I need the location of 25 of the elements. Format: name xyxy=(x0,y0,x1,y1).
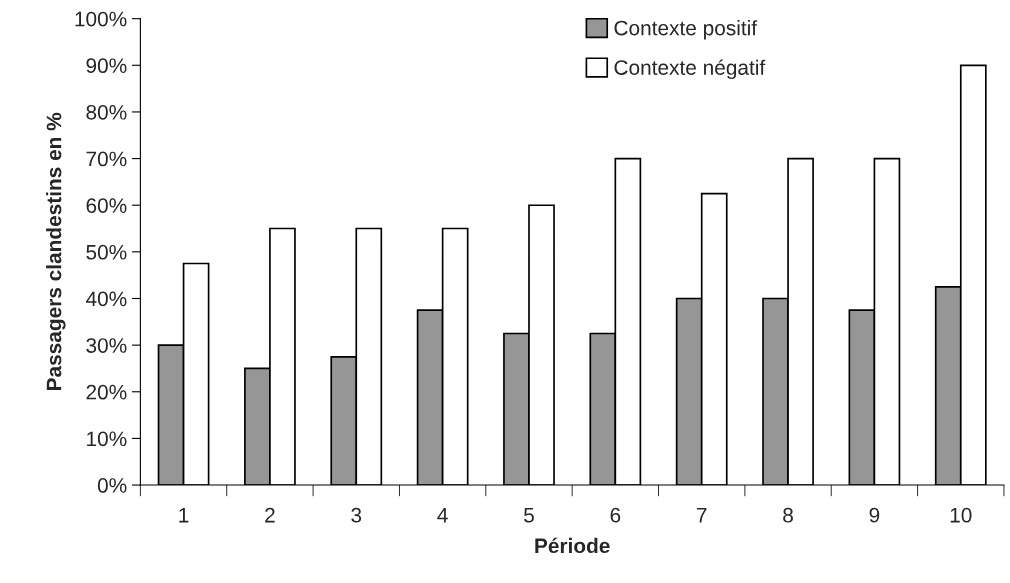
x-tick-label: 1 xyxy=(179,508,189,523)
x-tick-label: 5 xyxy=(524,508,534,523)
y-tick-label: 20% xyxy=(86,384,127,400)
x-tick-label: 3 xyxy=(351,507,362,523)
x-tick-label: 7 xyxy=(696,508,707,523)
y-tick-label: 30% xyxy=(86,338,127,353)
y-axis-title: Passagers clandestins en % xyxy=(46,112,66,390)
legend-label: Contexte positif xyxy=(614,20,758,40)
x-tick-label: 2 xyxy=(265,507,275,523)
x-tick-label: 10 xyxy=(950,507,972,523)
y-tick-label: 100% xyxy=(75,11,127,27)
x-axis-title: Période xyxy=(535,537,610,554)
legend-label: Contexte négatif xyxy=(614,59,766,80)
y-tick-label: 80% xyxy=(86,104,127,120)
x-tick-label: 6 xyxy=(610,507,621,523)
y-tick-label: 10% xyxy=(87,431,127,447)
y-tick-label: 50% xyxy=(86,244,127,260)
y-tick-label: 40% xyxy=(85,291,127,307)
y-tick-label: 60% xyxy=(86,198,127,213)
y-tick-label: 70% xyxy=(86,151,127,167)
y-tick-label: 0% xyxy=(97,478,127,493)
x-tick-label: 9 xyxy=(869,507,880,523)
x-tick-label: 8 xyxy=(783,507,793,523)
x-tick-label: 4 xyxy=(437,508,448,523)
y-tick-label: 90% xyxy=(86,58,127,74)
